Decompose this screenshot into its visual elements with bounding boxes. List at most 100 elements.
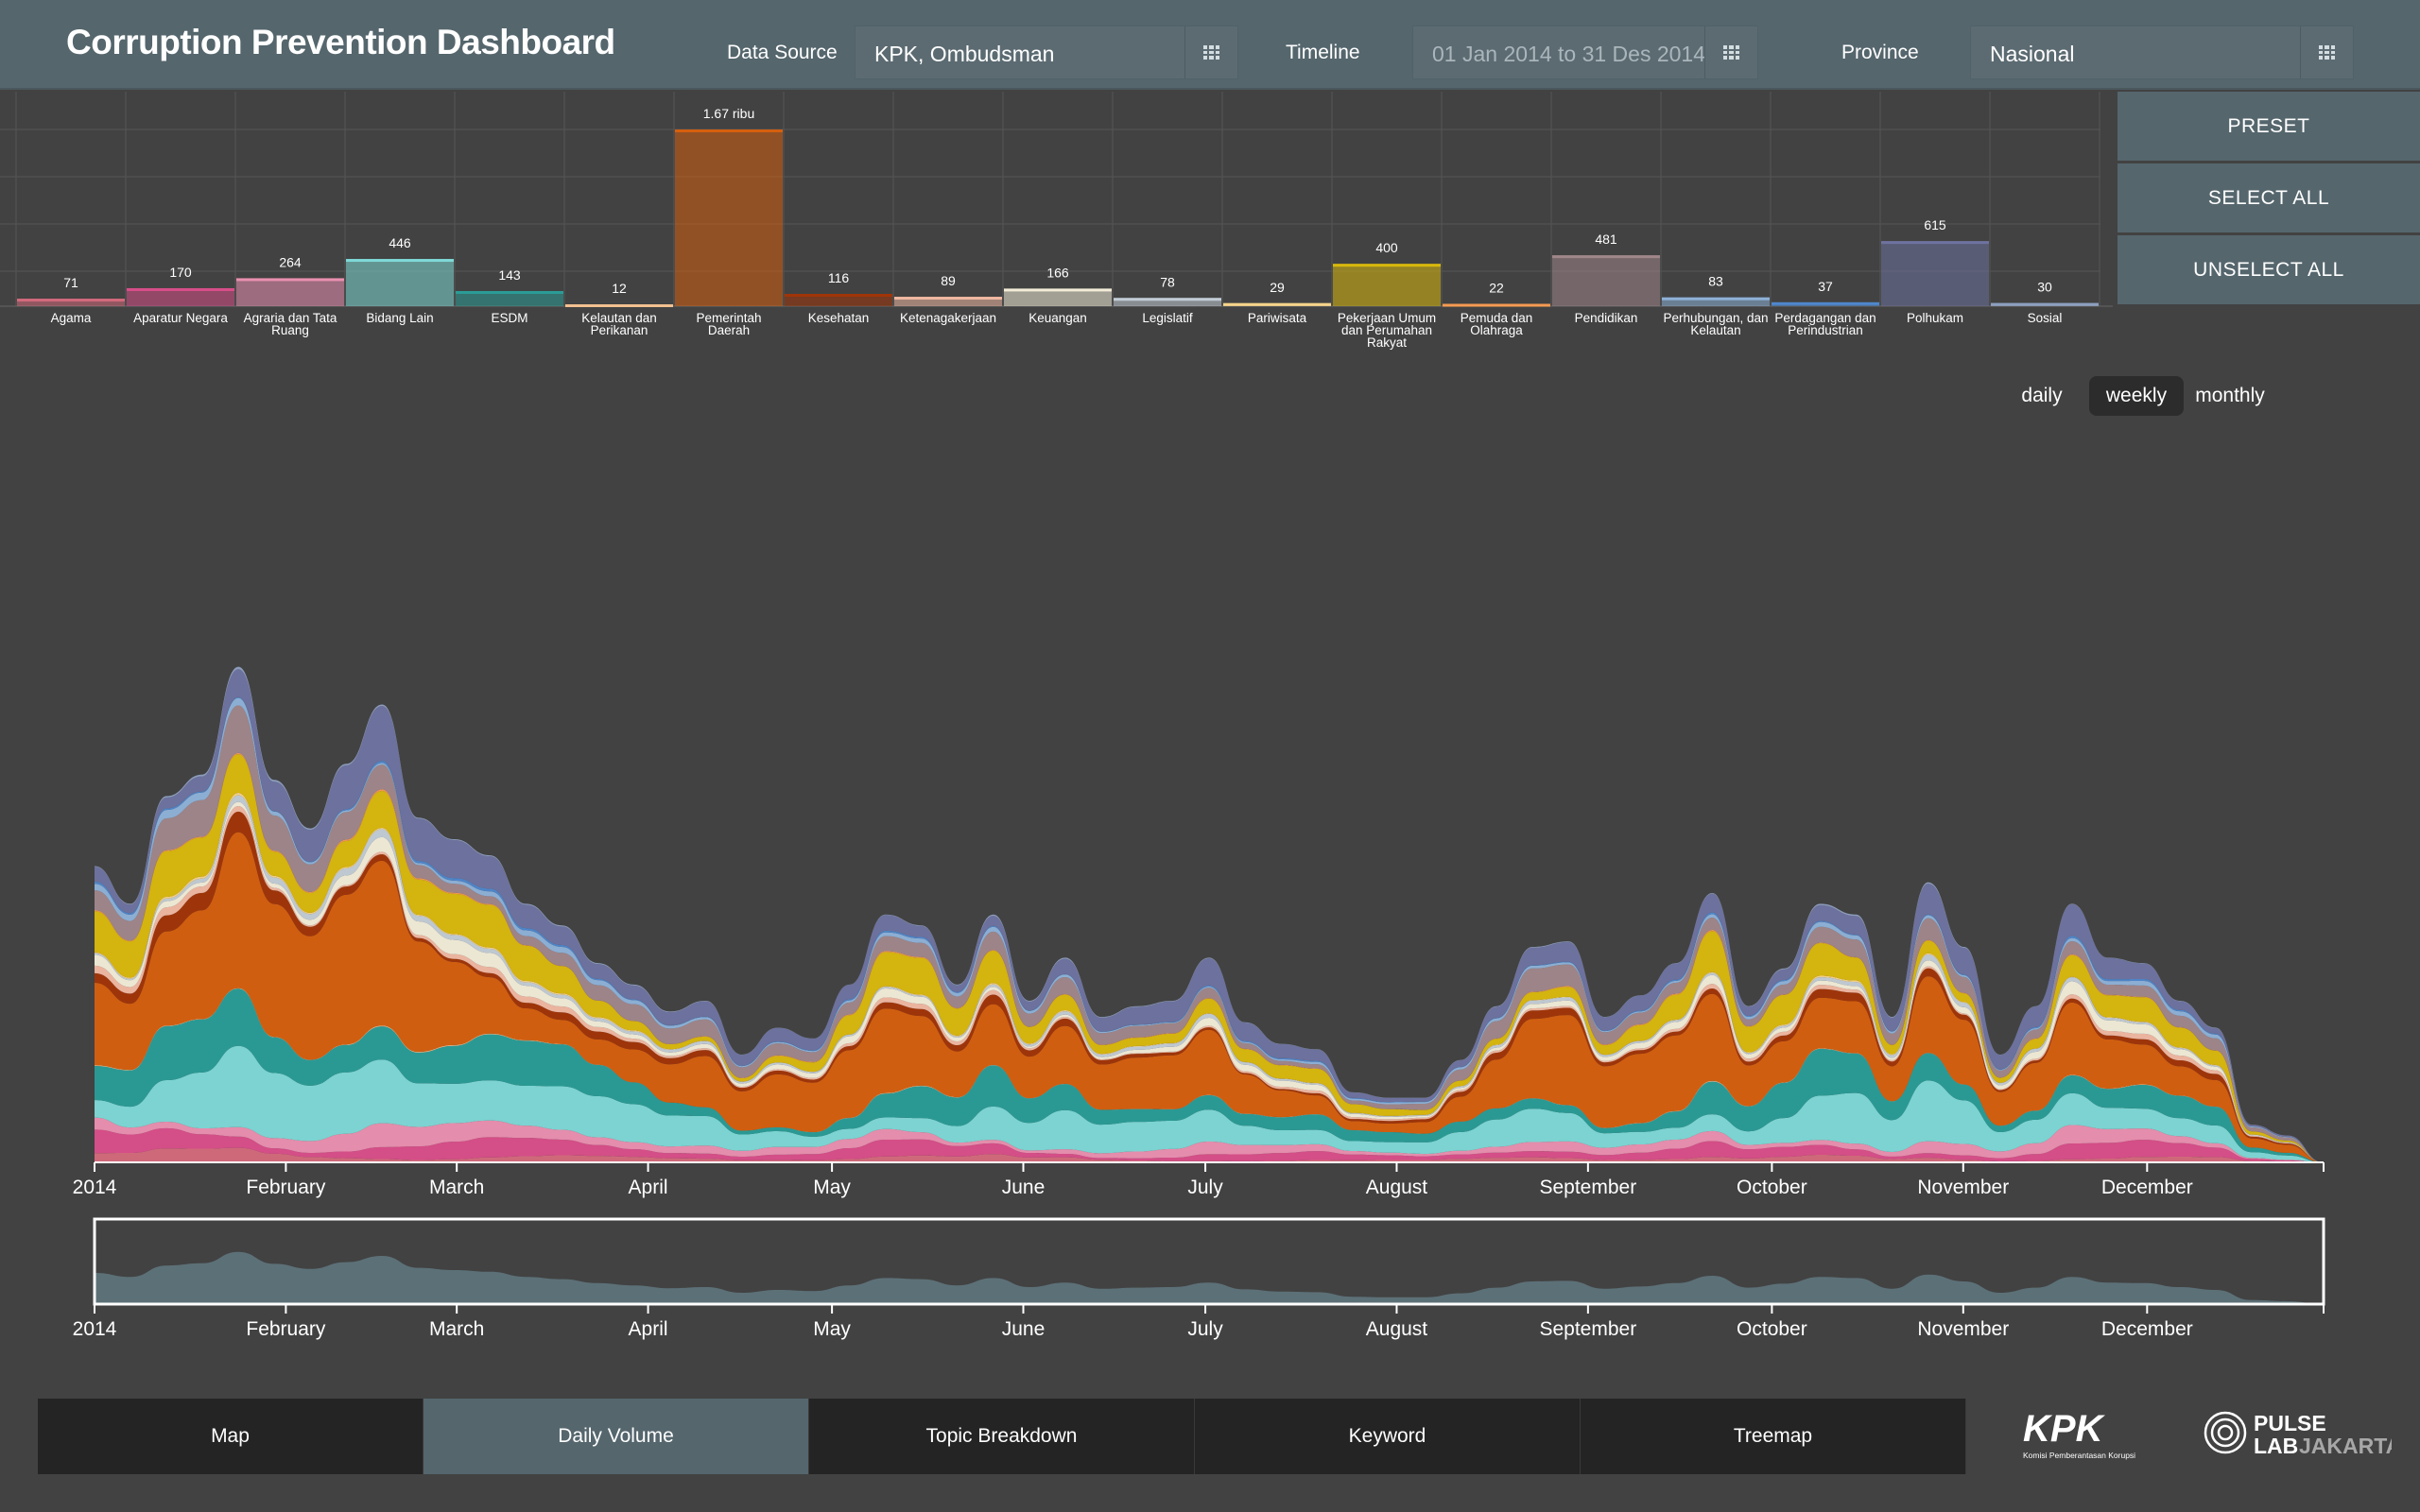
- resolution-weekly[interactable]: weekly: [2089, 376, 2184, 416]
- tab-topic-breakdown[interactable]: Topic Breakdown: [809, 1399, 1195, 1474]
- bar-kesehatan[interactable]: 116 Kesehatan: [785, 270, 892, 325]
- resolution-daily[interactable]: daily: [2021, 385, 2063, 406]
- bar-aparatur-negara[interactable]: 170 Aparatur Negara: [127, 265, 234, 325]
- province-select[interactable]: Nasional: [1970, 26, 2354, 79]
- grid-icon: [2318, 45, 2336, 60]
- bar-polhukam[interactable]: 615 Polhukam: [1881, 217, 1989, 325]
- bar-value-label: 22: [1489, 281, 1504, 296]
- bar-value-label: 37: [1818, 279, 1833, 294]
- timeline-label: Timeline: [1286, 42, 1360, 63]
- bar-category-label: Polhukam: [1907, 311, 1963, 325]
- bar-category-label: Perindustrian: [1788, 323, 1863, 337]
- brush-selection[interactable]: [93, 1217, 2325, 1306]
- bar-value-label: 78: [1160, 274, 1175, 289]
- stream-layer-agama[interactable]: [95, 1147, 2324, 1162]
- bar-legislatif[interactable]: 78 Legislatif: [1114, 274, 1221, 325]
- timeline-select[interactable]: 01 Jan 2014 to 31 Des 2014: [1412, 26, 1758, 79]
- bar-cap-pemerintah-daerah: [675, 129, 783, 132]
- tab-keyword[interactable]: Keyword: [1195, 1399, 1581, 1474]
- data-source-grid-button[interactable]: [1184, 26, 1237, 78]
- bar-value-label: 143: [498, 267, 521, 283]
- tab-map[interactable]: Map: [38, 1399, 424, 1474]
- bar-agama[interactable]: 71 Agama: [17, 275, 125, 325]
- bar-category-label: Kelautan: [1690, 323, 1740, 337]
- data-source-select[interactable]: KPK, Ombudsman: [855, 26, 1238, 79]
- brush-x-tick-label: November: [1917, 1318, 2009, 1340]
- bar-cap-agraria-dan-tata-ruang: [236, 278, 344, 282]
- pulse-lab-mark-icon: [2204, 1411, 2247, 1454]
- stream-layer-pemerintah-daerah[interactable]: [95, 832, 2324, 1162]
- bar-fill-pekerjaan-umum-dan-perumahan-rakyat: [1333, 264, 1441, 306]
- province-grid-button[interactable]: [2300, 26, 2353, 78]
- bar-cap-agama: [17, 299, 125, 302]
- preset-button[interactable]: PRESET: [2118, 92, 2420, 161]
- tab-daily-volume[interactable]: Daily Volume: [424, 1399, 809, 1474]
- stream-x-tick-label: July: [1187, 1177, 1223, 1198]
- bar-keuangan[interactable]: 166 Keuangan: [1004, 265, 1112, 325]
- bar-ketenagakerjaan[interactable]: 89 Ketenagakerjaan: [894, 273, 1002, 325]
- select-all-button[interactable]: SELECT ALL: [2118, 163, 2420, 232]
- brush-x-tick-label: September: [1539, 1318, 1636, 1340]
- bar-value-label: 30: [2037, 280, 2052, 295]
- stream-x-tick-label: October: [1737, 1177, 1807, 1198]
- grid-icon: [1202, 45, 1220, 60]
- timeline-brush[interactable]: 2014 February March April May June July August S…: [0, 1210, 2420, 1342]
- data-source-label: Data Source: [727, 42, 838, 63]
- pulse-logo-jakarta: JAKARTA: [2299, 1434, 2392, 1457]
- bar-fill-polhukam: [1881, 241, 1989, 306]
- brush-x-tick-label: July: [1187, 1318, 1223, 1340]
- bar-category-label: Pemerintah: [696, 311, 761, 325]
- bar-sosial[interactable]: 30 Sosial: [1991, 280, 2099, 325]
- brush-x-tick-label: March: [429, 1318, 484, 1340]
- unselect-all-button[interactable]: UNSELECT ALL: [2118, 235, 2420, 304]
- bar-cap-polhukam: [1881, 241, 1989, 245]
- bar-fill-ketenagakerjaan: [894, 297, 1002, 306]
- bar-category-label: Pemuda dan: [1461, 311, 1533, 325]
- stream-layer-polhukam[interactable]: [95, 669, 2324, 1162]
- resolution-monthly[interactable]: monthly: [2195, 385, 2265, 406]
- stream-layer-aparatur-negara[interactable]: [95, 1127, 2324, 1162]
- bar-cap-pekerjaan-umum-dan-perumahan-rakyat: [1333, 264, 1441, 267]
- bar-category-label: Ruang: [271, 323, 309, 337]
- bar-pariwisata[interactable]: 29 Pariwisata: [1223, 280, 1331, 325]
- tab-treemap[interactable]: Treemap: [1581, 1399, 1966, 1474]
- bar-category-label: Ketenagakerjaan: [900, 311, 996, 325]
- stream-x-tick-label: March: [429, 1177, 484, 1198]
- stream-layer-esdm[interactable]: [95, 988, 2324, 1162]
- bar-fill-legislatif: [1114, 298, 1221, 306]
- bar-cap-kesehatan: [785, 294, 892, 298]
- pulse-logo-lab: LAB: [2254, 1434, 2298, 1457]
- timeline-grid-button[interactable]: [1704, 26, 1757, 78]
- stream-x-tick-label: November: [1917, 1177, 2009, 1198]
- bar-category-label: Pendidikan: [1575, 311, 1638, 325]
- bar-value-label: 12: [612, 281, 627, 296]
- bar-category-label: Sosial: [2028, 311, 2063, 325]
- bar-fill-perhubungan-dan-kelautan: [1662, 297, 1770, 306]
- bar-pendidikan[interactable]: 481 Pendidikan: [1552, 232, 1660, 325]
- brush-x-tick-label: April: [629, 1318, 668, 1340]
- stream-layer-pekerjaan-umum-dan-perumahan-rakyat[interactable]: [95, 754, 2324, 1162]
- daily-volume-streamgraph[interactable]: 2014 February March April May June July August S…: [0, 435, 2420, 1219]
- bar-cap-perhubungan-dan-kelautan: [1662, 297, 1770, 301]
- bar-fill-agama: [17, 299, 125, 306]
- kpk-logo: KPK Komisi Pemberantasan Korupsi: [2023, 1408, 2135, 1460]
- bar-category-label: Rakyat: [1367, 335, 1407, 350]
- bar-fill-pendidikan: [1552, 255, 1660, 306]
- stream-x-tick-label: February: [246, 1177, 326, 1198]
- header-bar: Corruption Prevention Dashboard Data Sou…: [0, 0, 2420, 90]
- bar-esdm[interactable]: 143 ESDM: [456, 267, 563, 325]
- bar-cap-pendidikan: [1552, 255, 1660, 259]
- brush-x-tick-label: February: [246, 1318, 326, 1340]
- brush-x-tick-label: October: [1737, 1318, 1807, 1340]
- brush-x-tick-label: May: [813, 1318, 851, 1340]
- bar-bidang-lain[interactable]: 446 Bidang Lain: [346, 235, 454, 325]
- stream-layer-agraria-dan-tata-ruang[interactable]: [95, 1117, 2324, 1162]
- stream-layer-bidang-lain[interactable]: [95, 1045, 2324, 1162]
